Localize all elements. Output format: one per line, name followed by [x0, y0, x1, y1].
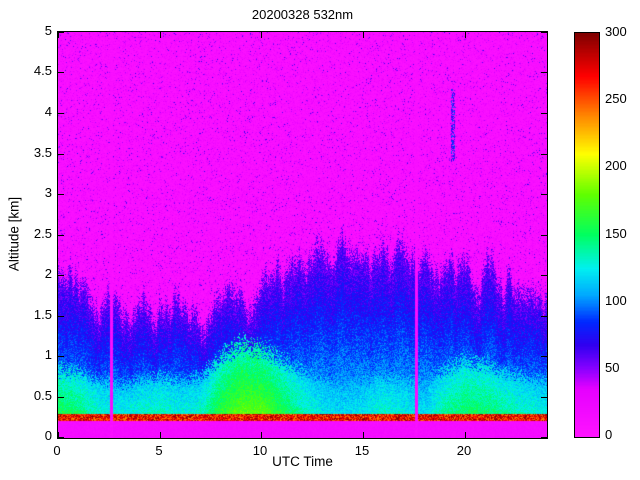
colorbar-canvas — [575, 33, 599, 437]
x-tick-mark — [363, 32, 364, 38]
y-tick-mark — [541, 113, 547, 114]
x-tick-mark — [465, 432, 466, 438]
heatmap-canvas — [58, 32, 547, 438]
colorbar-tick-label: 100 — [605, 293, 627, 308]
x-tick-mark — [363, 432, 364, 438]
y-tick-mark — [58, 356, 64, 357]
y-tick-mark — [541, 235, 547, 236]
y-tick-label: 4.5 — [33, 63, 52, 78]
y-tick-label: 2.5 — [33, 226, 52, 241]
y-tick-mark — [58, 316, 64, 317]
y-tick-mark — [541, 194, 547, 195]
x-tick-label: 5 — [155, 443, 163, 458]
y-tick-mark — [541, 316, 547, 317]
x-tick-label: 20 — [456, 443, 472, 458]
y-tick-mark — [58, 397, 64, 398]
x-tick-label: 10 — [252, 443, 268, 458]
x-tick-mark — [160, 32, 161, 38]
y-tick-mark — [541, 154, 547, 155]
y-tick-mark — [541, 32, 547, 33]
y-tick-mark — [541, 437, 547, 438]
colorbar-tick-label: 300 — [605, 24, 627, 39]
colorbar-tick-label: 250 — [605, 91, 627, 106]
y-tick-mark — [541, 397, 547, 398]
y-tick-mark — [58, 32, 64, 33]
colorbar-tick-label: 150 — [605, 226, 627, 241]
x-tick-mark — [261, 432, 262, 438]
colorbar-tick-label: 50 — [605, 360, 620, 375]
x-tick-label: 15 — [354, 443, 370, 458]
y-tick-label: 0 — [44, 428, 52, 443]
y-tick-mark — [58, 194, 64, 195]
x-tick-mark — [58, 32, 59, 38]
y-tick-mark — [58, 235, 64, 236]
y-tick-label: 3.5 — [33, 145, 52, 160]
colorbar — [574, 32, 600, 438]
colorbar-tick-label: 200 — [605, 158, 627, 173]
x-tick-label: 0 — [53, 443, 61, 458]
y-tick-label: 3 — [44, 185, 52, 200]
y-tick-label: 0.5 — [33, 388, 52, 403]
y-tick-mark — [58, 437, 64, 438]
y-tick-mark — [58, 72, 64, 73]
y-tick-mark — [58, 154, 64, 155]
x-tick-mark — [160, 432, 161, 438]
y-tick-label: 1 — [44, 347, 52, 362]
y-tick-mark — [541, 72, 547, 73]
x-tick-mark — [465, 32, 466, 38]
y-tick-label: 5 — [44, 23, 52, 38]
plot-area — [57, 31, 548, 439]
y-tick-label: 2 — [44, 266, 52, 281]
y-tick-mark — [58, 275, 64, 276]
x-axis-label: UTC Time — [272, 454, 333, 469]
y-tick-label: 1.5 — [33, 307, 52, 322]
plot-title: 20200328 532nm — [251, 7, 354, 22]
y-tick-mark — [541, 275, 547, 276]
x-tick-mark — [58, 432, 59, 438]
y-tick-mark — [541, 356, 547, 357]
y-tick-mark — [58, 113, 64, 114]
y-tick-label: 4 — [44, 104, 52, 119]
x-tick-mark — [261, 32, 262, 38]
colorbar-tick-label: 0 — [605, 427, 613, 442]
